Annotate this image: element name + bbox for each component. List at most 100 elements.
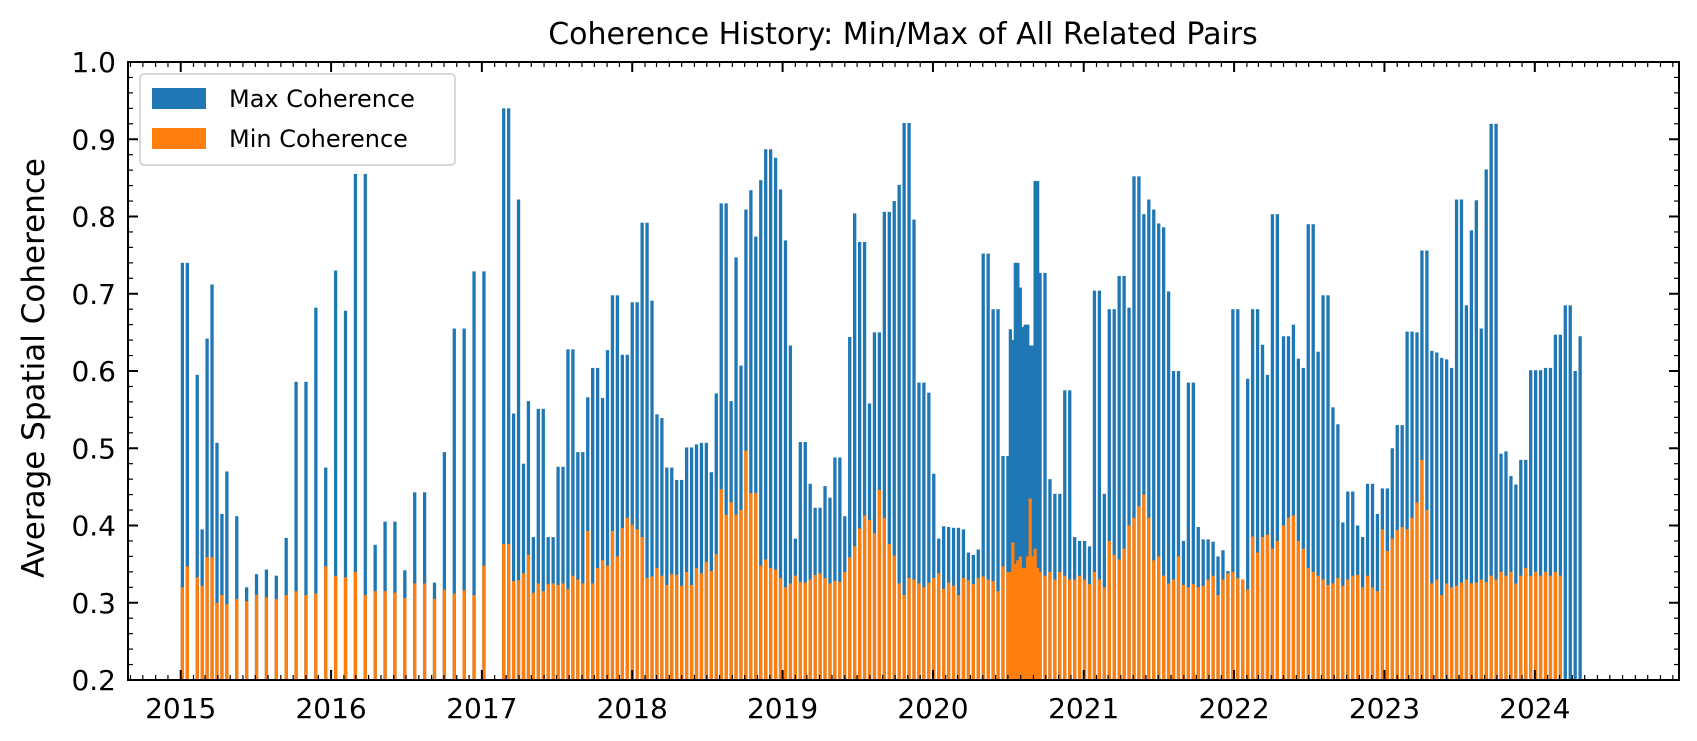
min-coherence-bar xyxy=(1365,575,1370,680)
min-coherence-bar xyxy=(1390,538,1394,680)
max-coherence-bar xyxy=(506,108,511,681)
max-coherence-bar xyxy=(833,457,837,680)
min-coherence-bar xyxy=(1211,575,1215,680)
min-coherence-bar xyxy=(511,581,516,680)
min-coherence-bar xyxy=(1053,579,1057,680)
max-coherence-bar xyxy=(684,447,689,680)
max-coherence-bar xyxy=(1246,378,1250,680)
max-coherence-bar xyxy=(1538,370,1543,680)
min-coherence-bar xyxy=(981,576,985,680)
min-coherence-bar xyxy=(591,583,595,680)
min-coherence-bar xyxy=(294,591,298,680)
min-coherence-bar xyxy=(991,581,995,680)
min-coherence-bar xyxy=(442,589,447,680)
legend-label-max: Max Coherence xyxy=(229,85,415,113)
min-coherence-bar xyxy=(1142,494,1146,680)
min-coherence-bar xyxy=(759,565,763,680)
max-coherence-bar xyxy=(912,219,916,680)
max-coherence-bar xyxy=(1035,180,1040,680)
min-coherence-bar xyxy=(1166,583,1171,680)
max-coherence-bar xyxy=(1270,214,1275,680)
max-coherence-bar xyxy=(650,300,654,680)
x-tick-label: 2015 xyxy=(145,692,216,725)
max-coherence-bar xyxy=(526,401,531,680)
min-coherence-bar xyxy=(1186,587,1191,680)
max-coherence-bar xyxy=(1265,374,1270,680)
min-coherence-bar xyxy=(220,595,224,680)
min-coherence-bar xyxy=(922,587,926,680)
x-tick-label: 2017 xyxy=(446,692,517,725)
min-coherence-bar xyxy=(670,574,674,680)
max-coherence-bar xyxy=(907,123,911,680)
min-coherence-bar xyxy=(769,567,773,680)
max-coherence-bar xyxy=(759,180,763,680)
min-coherence-bar xyxy=(1147,517,1151,680)
min-coherence-bar xyxy=(655,567,659,680)
min-coherence-bar xyxy=(1112,554,1116,680)
max-coherence-bar xyxy=(714,393,718,680)
max-coherence-bar xyxy=(516,199,521,680)
max-coherence-bar xyxy=(1370,483,1375,680)
min-coherence-bar xyxy=(971,584,975,680)
min-coherence-bar xyxy=(1356,574,1360,680)
max-coherence-bar xyxy=(605,350,610,680)
min-coherence-bar xyxy=(660,575,664,680)
max-coherence-bar xyxy=(511,413,516,680)
min-coherence-bar xyxy=(986,579,990,680)
max-coherence-bar xyxy=(541,408,545,680)
max-coherence-bar xyxy=(1454,199,1459,680)
min-coherence-bar xyxy=(1474,582,1478,680)
max-coherence-bar xyxy=(591,367,595,680)
max-coherence-bar xyxy=(1568,305,1572,680)
min-coherence-bar xyxy=(862,515,867,680)
min-coherence-bar xyxy=(1341,585,1345,680)
min-coherence-bar xyxy=(324,566,328,680)
min-coherence-bar xyxy=(1425,510,1429,680)
min-coherence-bar xyxy=(966,580,971,680)
min-coherence-bar xyxy=(1250,536,1255,680)
y-axis-ticks: 0.2 0.3 0.4 0.5 0.6 0.7 0.8 0.9 1.0 xyxy=(71,46,1679,697)
min-coherence-bar xyxy=(1380,529,1385,680)
max-coherence-bar xyxy=(1236,309,1240,680)
min-coherence-bar xyxy=(1346,579,1350,680)
max-coherence-bar xyxy=(689,447,694,680)
min-coherence-bar xyxy=(630,524,634,680)
max-coherence-bar xyxy=(1410,331,1414,680)
max-coherence-bar xyxy=(1301,367,1305,680)
min-coherence-bar xyxy=(694,567,699,680)
min-coherence-bar xyxy=(867,520,872,680)
legend-swatch-min xyxy=(152,128,206,149)
min-coherence-bar xyxy=(1092,571,1097,680)
max-coherence-bar xyxy=(798,442,802,680)
max-coherence-bar xyxy=(996,309,1000,680)
max-coherence-bar xyxy=(561,466,565,680)
min-coherence-bar xyxy=(1001,566,1005,680)
max-coherence-bar xyxy=(991,309,995,680)
max-coherence-bar xyxy=(788,345,793,680)
max-coherence-bar xyxy=(640,222,644,680)
min-coherence-bar xyxy=(778,578,783,680)
min-coherence-bar xyxy=(709,571,713,680)
min-coherence-bar xyxy=(1171,579,1176,680)
max-coherence-bar xyxy=(882,211,886,681)
min-coherence-bar xyxy=(996,591,1000,680)
min-coherence-bar xyxy=(264,597,269,680)
max-coherence-bar xyxy=(1464,305,1469,680)
min-coherence-bar xyxy=(1011,542,1015,680)
max-coherence-bar xyxy=(724,203,728,680)
x-tick-label: 2018 xyxy=(597,692,668,725)
max-coherence-bar xyxy=(719,203,723,680)
max-coherence-bar xyxy=(452,328,456,680)
legend-label-min: Min Coherence xyxy=(229,125,408,153)
min-coherence-bar xyxy=(1509,571,1513,680)
min-coherence-bar xyxy=(413,583,417,680)
min-coherence-bar xyxy=(887,544,891,680)
max-coherence-bar xyxy=(754,236,758,680)
min-coherence-bar xyxy=(1464,579,1469,680)
min-coherence-bar xyxy=(665,584,669,680)
max-coherence-bar xyxy=(1558,334,1563,680)
min-coherence-bar xyxy=(576,579,580,680)
max-coherence-bar xyxy=(734,257,738,680)
min-coherence-bar xyxy=(848,557,852,680)
min-coherence-bar xyxy=(1351,575,1355,680)
